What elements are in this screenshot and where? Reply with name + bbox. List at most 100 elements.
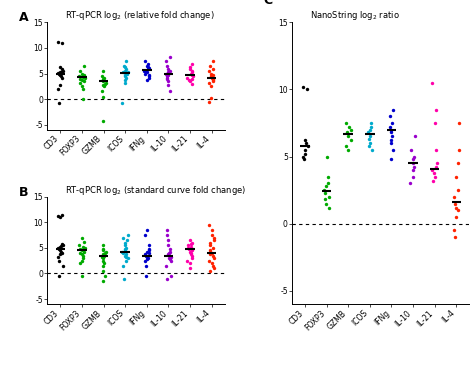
Point [188, 76, 196, 82]
Point [102, 80, 109, 86]
Point [54, 70, 62, 76]
Point [210, 237, 218, 243]
Point [387, 156, 395, 162]
Point [410, 164, 418, 170]
Point [366, 134, 374, 139]
Point [323, 154, 330, 160]
Point [122, 258, 130, 264]
Point [140, 68, 148, 74]
Point [209, 66, 216, 72]
Point [455, 120, 463, 126]
Point [121, 240, 128, 246]
Point [166, 256, 174, 262]
Point [186, 237, 194, 243]
Point [300, 156, 308, 162]
Point [144, 61, 152, 67]
Point [145, 255, 152, 261]
Point [206, 63, 213, 69]
Point [205, 99, 213, 105]
Point [57, 243, 64, 249]
Point [75, 242, 83, 248]
Point [121, 73, 128, 79]
Point [164, 66, 172, 72]
Point [366, 140, 374, 146]
Point [366, 127, 374, 133]
Point [78, 83, 86, 89]
Point [164, 251, 172, 257]
Point [119, 69, 127, 75]
Point [185, 77, 192, 83]
Point [410, 154, 418, 160]
Point [58, 250, 66, 256]
Point [454, 207, 462, 213]
Point [100, 278, 107, 284]
Point [320, 187, 328, 193]
Point [386, 124, 394, 130]
Point [145, 250, 153, 256]
Point [185, 246, 193, 252]
Point [206, 251, 214, 257]
Point [100, 260, 108, 266]
Point [122, 58, 130, 64]
Point [188, 68, 195, 74]
Point [58, 241, 65, 247]
Point [166, 68, 173, 74]
Point [123, 237, 130, 243]
Point [79, 74, 86, 80]
Point [303, 86, 310, 92]
Point [183, 258, 191, 264]
Point [100, 268, 107, 274]
Point [428, 167, 436, 173]
Point [121, 253, 129, 259]
Point [368, 147, 375, 153]
Point [142, 70, 149, 76]
Point [54, 254, 62, 260]
Point [166, 54, 174, 60]
Point [121, 77, 129, 83]
Point [299, 154, 306, 160]
Point [188, 240, 196, 246]
Point [345, 147, 352, 153]
Point [301, 151, 309, 157]
Point [75, 73, 83, 79]
Point [99, 247, 107, 253]
Point [325, 180, 332, 186]
Point [299, 84, 306, 90]
Point [54, 245, 62, 251]
Point [432, 106, 440, 112]
Point [146, 246, 153, 252]
Point [367, 120, 375, 126]
Point [99, 88, 106, 94]
Point [451, 201, 459, 207]
Point [163, 76, 170, 82]
Point [100, 253, 108, 259]
Point [343, 129, 350, 135]
Point [101, 273, 109, 279]
Point [432, 164, 439, 170]
Point [205, 222, 213, 228]
Point [455, 160, 462, 166]
Point [80, 86, 87, 92]
Point [122, 245, 130, 251]
Point [302, 140, 310, 146]
Point [452, 174, 460, 180]
Point [162, 263, 170, 269]
Point [325, 204, 333, 210]
Point [122, 254, 130, 260]
Point [141, 258, 148, 264]
Point [164, 276, 171, 282]
Point [208, 95, 215, 101]
Point [142, 253, 150, 259]
Point [141, 58, 148, 64]
Point [78, 258, 86, 264]
Point [345, 124, 353, 130]
Point [55, 273, 63, 279]
Point [210, 255, 218, 261]
Point [301, 137, 309, 143]
Point [389, 147, 396, 153]
Point [188, 72, 196, 78]
Point [121, 80, 128, 86]
Point [186, 78, 194, 84]
Point [432, 147, 439, 153]
Point [100, 93, 107, 99]
